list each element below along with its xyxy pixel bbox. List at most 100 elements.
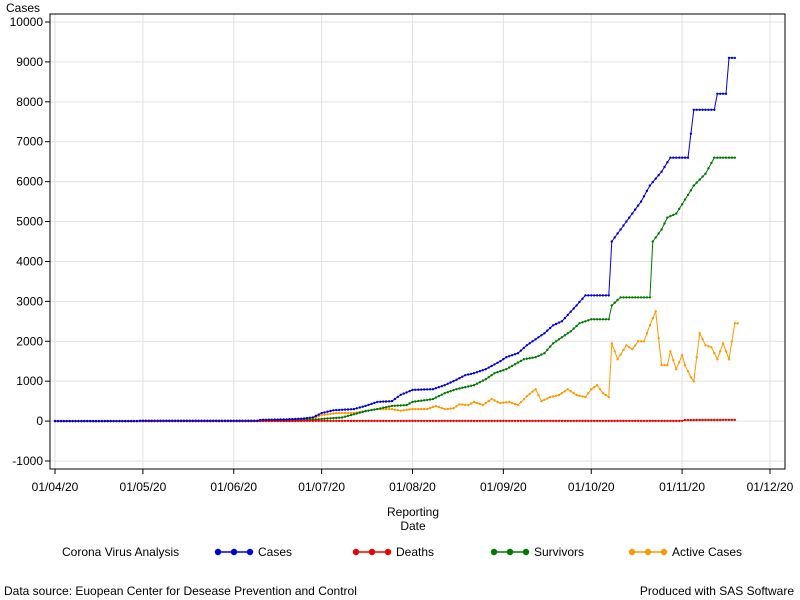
data-point xyxy=(675,156,678,159)
data-point xyxy=(689,418,693,422)
data-point xyxy=(434,387,438,390)
data-point xyxy=(563,334,567,337)
data-point xyxy=(496,400,499,403)
data-point xyxy=(343,415,347,418)
data-point xyxy=(364,404,367,408)
data-point xyxy=(528,419,531,423)
x-tick-label: 01/07/20 xyxy=(298,480,345,494)
y-tick-label: 2000 xyxy=(16,334,43,348)
data-point xyxy=(730,56,734,60)
data-point xyxy=(294,419,297,423)
data-point xyxy=(291,417,294,421)
data-point xyxy=(464,374,467,377)
data-point xyxy=(519,359,523,363)
data-point xyxy=(651,180,654,184)
data-point xyxy=(584,395,587,399)
data-point xyxy=(496,371,499,374)
data-point xyxy=(335,411,338,415)
x-axis-label-line-2: Date xyxy=(400,519,426,533)
data-point xyxy=(657,232,660,235)
data-point xyxy=(496,361,499,364)
data-point xyxy=(437,386,441,389)
data-point xyxy=(270,418,273,421)
data-point xyxy=(666,364,669,367)
legend-title: Corona Virus Analysis xyxy=(62,545,179,559)
data-point xyxy=(53,419,57,423)
legend: Corona Virus Analysis Cases Deaths Survivo… xyxy=(62,545,742,559)
data-point xyxy=(590,419,593,423)
data-point xyxy=(443,419,446,423)
data-point xyxy=(575,304,578,307)
y-tick-label: 4000 xyxy=(16,254,43,268)
data-point xyxy=(472,372,476,375)
data-point xyxy=(387,407,391,411)
data-point xyxy=(408,390,411,393)
data-point xyxy=(634,296,637,299)
data-point xyxy=(552,419,555,423)
data-point xyxy=(557,393,561,397)
data-point xyxy=(62,419,65,423)
data-point xyxy=(663,419,666,423)
data-point xyxy=(601,419,605,423)
data-point xyxy=(628,419,631,423)
data-point xyxy=(446,407,449,411)
data-point xyxy=(317,415,320,418)
data-point xyxy=(672,359,675,362)
data-point xyxy=(302,417,306,420)
data-point xyxy=(642,340,646,343)
data-point xyxy=(402,419,405,423)
data-point xyxy=(549,419,552,423)
data-point xyxy=(346,419,350,423)
data-point xyxy=(405,408,408,412)
data-point xyxy=(648,296,652,299)
data-point xyxy=(628,296,631,299)
data-point xyxy=(695,181,698,184)
data-point xyxy=(83,419,86,423)
legend-marker xyxy=(230,548,238,556)
data-point xyxy=(431,405,435,409)
data-point xyxy=(162,419,165,422)
data-point xyxy=(396,395,399,399)
data-point xyxy=(426,398,429,402)
data-point xyxy=(387,400,391,403)
data-point xyxy=(443,384,446,387)
data-point xyxy=(590,318,593,321)
data-point xyxy=(420,407,423,411)
data-point xyxy=(308,419,312,423)
data-point xyxy=(560,392,564,395)
data-point xyxy=(704,344,707,347)
data-point xyxy=(680,419,684,423)
data-point xyxy=(522,346,526,350)
y-tick-label: 5000 xyxy=(16,215,43,229)
data-point xyxy=(428,419,432,423)
data-point xyxy=(405,403,408,407)
data-point xyxy=(634,419,637,423)
data-point xyxy=(601,294,605,297)
data-point xyxy=(716,418,719,422)
data-point xyxy=(657,419,660,423)
data-point xyxy=(437,419,441,423)
data-point xyxy=(593,419,596,423)
data-point xyxy=(320,419,323,423)
data-point xyxy=(361,405,364,408)
data-point xyxy=(464,403,467,407)
y-axis-label: Cases xyxy=(6,1,40,15)
legend-label: Cases xyxy=(258,545,292,559)
data-point xyxy=(308,416,312,419)
data-point xyxy=(613,350,616,353)
data-point xyxy=(382,406,385,409)
data-point xyxy=(461,403,464,406)
data-point xyxy=(469,402,473,405)
data-point xyxy=(346,411,350,415)
data-point xyxy=(405,419,408,423)
data-point xyxy=(733,322,736,325)
data-point xyxy=(710,418,713,422)
data-point xyxy=(546,397,549,400)
data-point xyxy=(135,419,139,423)
data-point xyxy=(402,404,405,407)
data-point xyxy=(560,419,564,423)
data-point xyxy=(552,342,555,345)
data-point xyxy=(666,419,669,423)
data-point xyxy=(320,413,323,417)
data-point xyxy=(622,348,625,352)
